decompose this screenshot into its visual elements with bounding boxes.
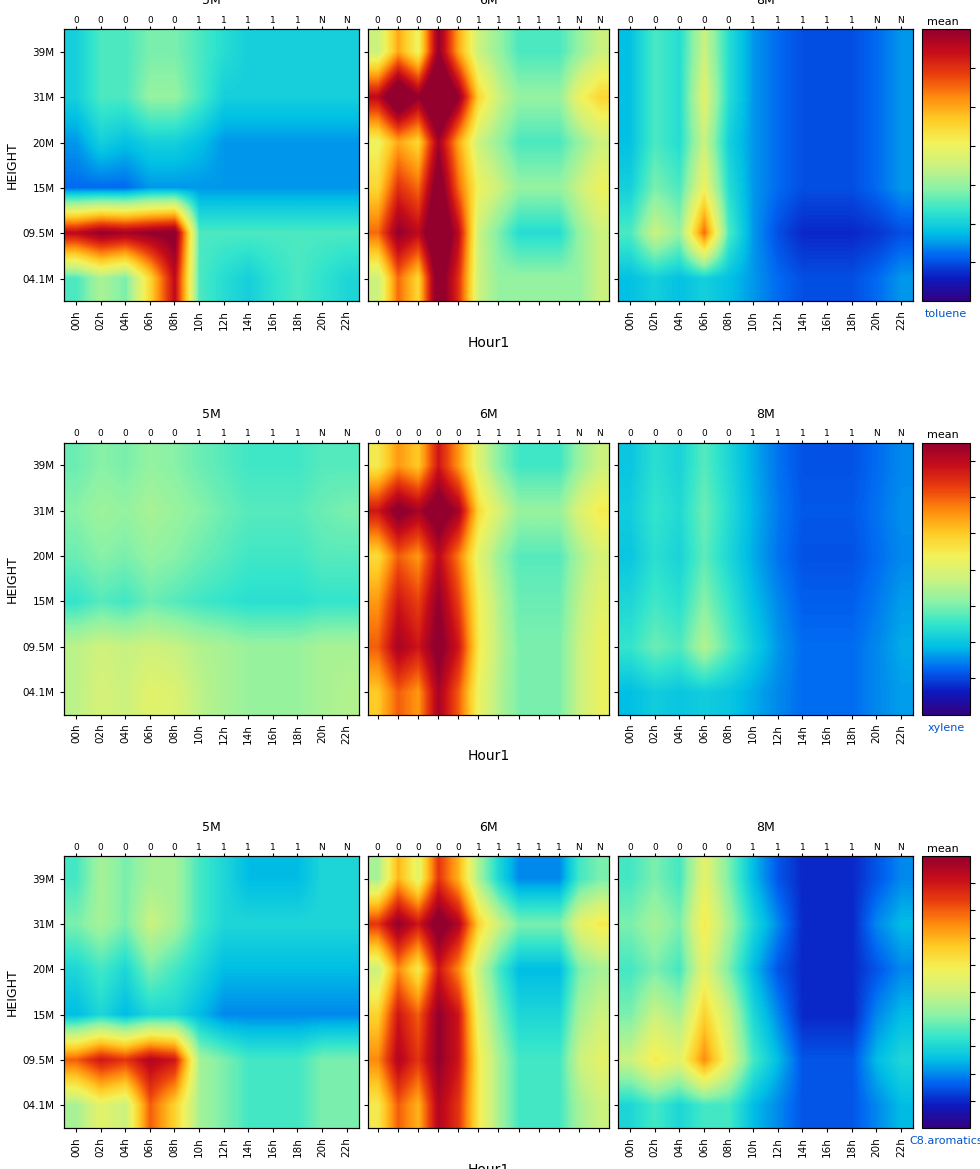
Title: 8M: 8M — [757, 0, 775, 7]
Y-axis label: HEIGHT: HEIGHT — [6, 555, 19, 602]
Text: toluene: toluene — [925, 310, 967, 319]
Title: 6M: 6M — [479, 821, 498, 835]
X-axis label: Hour1: Hour1 — [467, 1163, 510, 1169]
Title: mean: mean — [927, 18, 958, 27]
Title: 5M: 5M — [202, 408, 220, 421]
Title: 5M: 5M — [202, 0, 220, 7]
Title: 5M: 5M — [202, 821, 220, 835]
Title: 8M: 8M — [757, 408, 775, 421]
Title: mean: mean — [927, 430, 958, 441]
Title: 6M: 6M — [479, 408, 498, 421]
Y-axis label: HEIGHT: HEIGHT — [6, 968, 19, 1016]
Text: xylene: xylene — [927, 722, 964, 733]
Title: 6M: 6M — [479, 0, 498, 7]
Title: 8M: 8M — [757, 821, 775, 835]
Y-axis label: HEIGHT: HEIGHT — [6, 141, 19, 189]
Title: mean: mean — [927, 844, 958, 853]
X-axis label: Hour1: Hour1 — [467, 749, 510, 763]
X-axis label: Hour1: Hour1 — [467, 336, 510, 350]
Text: C8.aromatics: C8.aromatics — [909, 1136, 980, 1147]
